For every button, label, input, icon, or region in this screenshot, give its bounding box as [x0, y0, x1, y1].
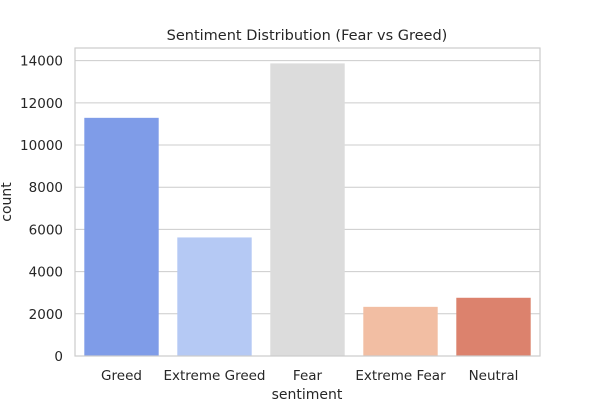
y-tick-label: 0	[54, 349, 63, 365]
y-tick-labels: 0 2000 4000 6000 8000 10000 12000 14000	[20, 54, 63, 365]
bar-greed	[84, 117, 159, 357]
plot-frame	[74, 47, 541, 357]
y-axis-label: count	[0, 182, 15, 222]
x-tick-label: Extreme Greed	[163, 368, 265, 384]
bar-extreme-fear	[363, 306, 438, 356]
bars	[84, 63, 531, 357]
x-tick-label: Extreme Fear	[355, 368, 446, 384]
y-tick-label: 10000	[20, 138, 63, 154]
x-axis-label: sentiment	[272, 387, 343, 400]
y-tick-label: 12000	[20, 96, 63, 112]
y-tick-label: 8000	[29, 180, 63, 196]
bar-neutral	[456, 297, 531, 356]
y-tick-label: 6000	[29, 222, 63, 238]
bar-fear	[270, 63, 345, 357]
y-tick-label: 14000	[20, 54, 63, 70]
y-tick-label: 2000	[29, 307, 63, 323]
y-tick-label: 4000	[29, 265, 63, 281]
chart-title: Sentiment Distribution (Fear vs Greed)	[167, 28, 448, 44]
x-tick-label: Greed	[101, 368, 142, 384]
bar-extreme-greed	[177, 237, 252, 356]
x-tick-label: Neutral	[469, 368, 519, 384]
x-tick-labels: Greed Extreme Greed Fear Extreme Fear Neutra…	[101, 368, 518, 384]
x-tick-label: Fear	[293, 368, 323, 384]
